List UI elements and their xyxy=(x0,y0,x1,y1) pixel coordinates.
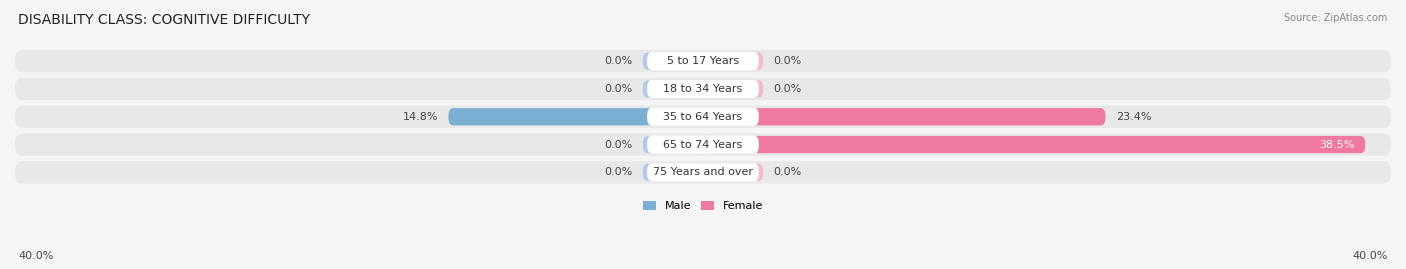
Text: 38.5%: 38.5% xyxy=(1319,140,1355,150)
FancyBboxPatch shape xyxy=(703,108,1105,125)
FancyBboxPatch shape xyxy=(643,52,703,70)
Text: 40.0%: 40.0% xyxy=(1353,251,1388,261)
Text: 23.4%: 23.4% xyxy=(1116,112,1152,122)
FancyBboxPatch shape xyxy=(703,164,763,181)
FancyBboxPatch shape xyxy=(643,164,703,181)
FancyBboxPatch shape xyxy=(647,80,759,98)
Text: 75 Years and over: 75 Years and over xyxy=(652,167,754,177)
Text: 14.8%: 14.8% xyxy=(402,112,439,122)
FancyBboxPatch shape xyxy=(703,80,763,98)
Text: 35 to 64 Years: 35 to 64 Years xyxy=(664,112,742,122)
Text: 0.0%: 0.0% xyxy=(773,56,801,66)
FancyBboxPatch shape xyxy=(15,133,1391,156)
Text: 18 to 34 Years: 18 to 34 Years xyxy=(664,84,742,94)
FancyBboxPatch shape xyxy=(703,52,763,70)
Text: DISABILITY CLASS: COGNITIVE DIFFICULTY: DISABILITY CLASS: COGNITIVE DIFFICULTY xyxy=(18,13,311,27)
FancyBboxPatch shape xyxy=(15,161,1391,183)
Text: 40.0%: 40.0% xyxy=(18,251,53,261)
Text: Source: ZipAtlas.com: Source: ZipAtlas.com xyxy=(1284,13,1388,23)
Text: 0.0%: 0.0% xyxy=(605,84,633,94)
FancyBboxPatch shape xyxy=(15,50,1391,72)
Text: 0.0%: 0.0% xyxy=(773,167,801,177)
Text: 0.0%: 0.0% xyxy=(605,56,633,66)
FancyBboxPatch shape xyxy=(647,52,759,70)
FancyBboxPatch shape xyxy=(643,136,703,153)
FancyBboxPatch shape xyxy=(647,136,759,154)
Text: 0.0%: 0.0% xyxy=(773,84,801,94)
Text: 0.0%: 0.0% xyxy=(605,167,633,177)
FancyBboxPatch shape xyxy=(643,80,703,98)
FancyBboxPatch shape xyxy=(15,78,1391,100)
FancyBboxPatch shape xyxy=(449,108,703,125)
Text: 0.0%: 0.0% xyxy=(605,140,633,150)
FancyBboxPatch shape xyxy=(647,163,759,181)
FancyBboxPatch shape xyxy=(703,136,1365,153)
FancyBboxPatch shape xyxy=(647,108,759,126)
Legend: Male, Female: Male, Female xyxy=(638,196,768,215)
FancyBboxPatch shape xyxy=(15,106,1391,128)
Text: 5 to 17 Years: 5 to 17 Years xyxy=(666,56,740,66)
Text: 65 to 74 Years: 65 to 74 Years xyxy=(664,140,742,150)
